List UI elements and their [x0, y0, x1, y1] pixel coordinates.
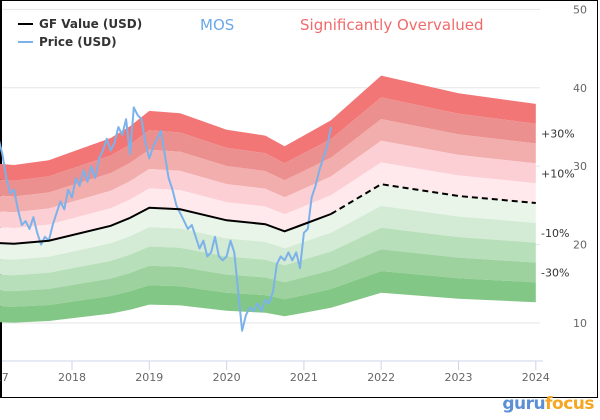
- x-tick-label: 2024: [522, 371, 550, 384]
- band-30-to-20: [0, 119, 536, 213]
- band-50-to-40: [0, 75, 536, 181]
- ticker-label: MOS: [200, 16, 234, 34]
- y-tick-label: 40: [573, 82, 587, 95]
- price-line: [0, 106, 332, 332]
- x-tick-label: 2020: [213, 371, 241, 384]
- band-40-to-30: [0, 97, 536, 197]
- band-label: -10%: [541, 227, 569, 240]
- band--20-to--30: [0, 227, 536, 292]
- band-0-to--10: [0, 184, 536, 260]
- y-tick-label: 10: [573, 317, 587, 330]
- y-tick-label: 30: [573, 160, 587, 173]
- y-tick-label: 50: [573, 3, 587, 16]
- y-axis: 10 20 30 40 50: [573, 3, 587, 330]
- gf-value-projection-line: [330, 183, 536, 215]
- valuation-bands: [0, 75, 536, 323]
- band-label: -30%: [541, 266, 569, 279]
- band-labels: +30% +10% -10% -30%: [541, 128, 575, 280]
- x-tick-label: 2021: [290, 371, 318, 384]
- band-20-to-10: [0, 140, 536, 229]
- x-tick-label: 2022: [367, 371, 395, 384]
- gurufocus-logo: gurufocus: [502, 394, 594, 414]
- x-tick-label: 2019: [135, 371, 163, 384]
- x-axis: 2017 2018 2019 2020 2021 2022 2023 2024: [0, 360, 550, 384]
- legend-gf-value-label: GF Value (USD): [39, 17, 142, 31]
- legend: GF Value (USD) Price (USD): [18, 17, 142, 49]
- gf-value-line: [0, 206, 332, 245]
- x-tick-label: 2023: [445, 371, 473, 384]
- legend-price-label: Price (USD): [39, 35, 117, 49]
- x-tick-label: 2018: [58, 371, 86, 384]
- valuation-status: Significantly Overvalued: [300, 16, 484, 34]
- band--30-to--40: [0, 249, 536, 307]
- x-tick-label: 2017: [0, 371, 9, 384]
- series-lines: [0, 106, 536, 332]
- band-10-to-0: [0, 162, 536, 244]
- band--10-to--20: [0, 205, 536, 276]
- band-label: +10%: [541, 167, 575, 180]
- y-tick-label: 20: [573, 239, 587, 252]
- band--40-to--50: [0, 271, 536, 323]
- band-label: +30%: [541, 128, 575, 141]
